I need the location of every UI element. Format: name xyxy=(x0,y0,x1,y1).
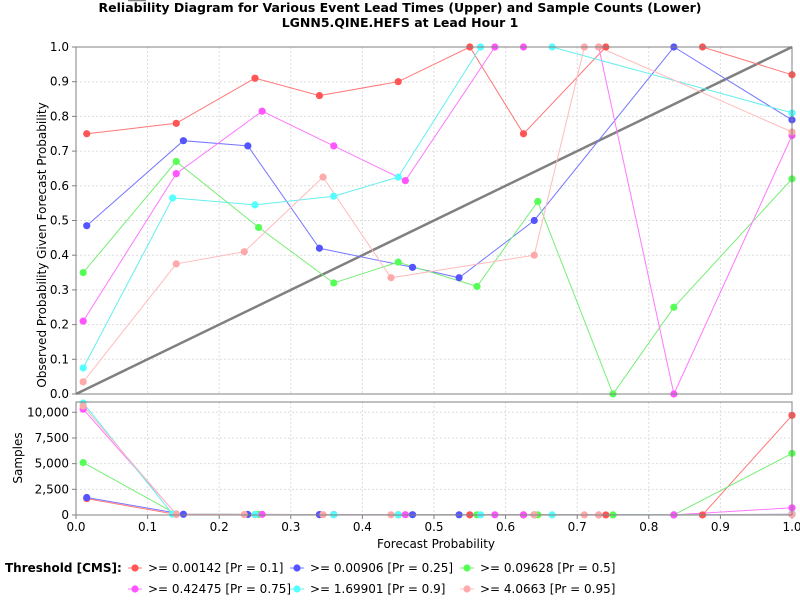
series-3-point xyxy=(254,223,263,232)
legend-item-label: Perfect xyxy=(148,0,190,3)
series-3-point xyxy=(534,197,542,206)
series-6-point xyxy=(387,274,395,282)
series-line-3 xyxy=(82,160,793,396)
chart-title: Reliability Diagram for Various Event Le… xyxy=(99,0,702,15)
x-tick-label: 1.0 xyxy=(782,520,800,534)
legend-marker xyxy=(293,564,301,572)
legend-marker xyxy=(131,585,139,593)
x-tick-label: 0.8 xyxy=(639,520,658,534)
x-axis-label: Forecast Probability xyxy=(377,537,495,551)
legend-item-label: >= 0.00906 [Pr = 0.25] xyxy=(310,561,453,575)
y-axis-label-lower: Samples xyxy=(11,432,25,483)
series-2-point xyxy=(244,142,252,150)
legend-marker xyxy=(293,585,301,593)
samples-2-point xyxy=(83,493,91,502)
series-6-point xyxy=(172,260,180,268)
series-1-point xyxy=(394,78,402,86)
series-2-point xyxy=(83,222,91,230)
legend-title: Threshold [CMS]: xyxy=(5,561,122,575)
series-3-point xyxy=(330,279,338,287)
series-6-point xyxy=(79,378,87,386)
series-4-point xyxy=(401,176,409,185)
series-3-point xyxy=(172,157,180,166)
series-4-point xyxy=(330,142,338,150)
series-6-point xyxy=(530,251,538,259)
y-axis-label-upper: Observed Probability Given Forecast Prob… xyxy=(35,102,49,387)
legend-item-label: >= 1.69901 [Pr = 0.9] xyxy=(310,582,445,596)
series-1-point xyxy=(251,74,259,82)
x-tick-label: 0.1 xyxy=(138,520,157,534)
upper-plot-border xyxy=(75,46,793,395)
series-1-point xyxy=(315,91,324,100)
legend-item-label: >= 4.0663 [Pr = 0.95] xyxy=(480,582,615,596)
x-tick-label: 0.3 xyxy=(281,520,300,534)
x-tick-label: 0.5 xyxy=(424,520,443,534)
series-3-point xyxy=(79,268,87,277)
upper-y-tick-label: 0.2 xyxy=(50,318,69,332)
series-2-point xyxy=(455,274,463,282)
series-4-point xyxy=(79,317,87,325)
upper-y-tick-label: 0.7 xyxy=(50,144,69,158)
x-tick-label: 0.0 xyxy=(66,520,85,534)
legend-marker xyxy=(131,564,139,572)
perfect-reliability-line xyxy=(75,45,793,396)
legend-item-label: >= 0.09628 [Pr = 0.5] xyxy=(480,561,615,575)
series-5-point xyxy=(394,173,402,181)
upper-y-tick-label: 0.5 xyxy=(50,214,69,228)
series-5-point xyxy=(251,201,259,209)
lower-y-tick-label: 7,500 xyxy=(35,431,69,445)
legend-marker xyxy=(463,564,471,572)
samples-3-point xyxy=(79,459,87,467)
upper-y-tick-label: 1.0 xyxy=(50,40,69,54)
series-5-point xyxy=(330,192,338,200)
legend-item-label: >= 0.42475 [Pr = 0.75] xyxy=(148,582,291,596)
series-3-point xyxy=(670,303,678,311)
series-2-point xyxy=(179,137,187,145)
series-4-point xyxy=(258,107,266,115)
samples-6-point xyxy=(172,510,180,518)
legend-item-label: >= 0.00142 [Pr = 0.1] xyxy=(148,561,283,575)
series-line-4 xyxy=(82,46,793,396)
lower-y-tick-label: 2,500 xyxy=(35,482,69,496)
series-6-point xyxy=(240,248,248,256)
x-tick-label: 0.9 xyxy=(711,520,730,534)
lower-y-tick-label: 5,000 xyxy=(35,457,69,471)
series-1-point xyxy=(83,130,91,138)
series-6-point xyxy=(319,173,327,181)
upper-reliability-plot: 0.0 0.1 0.2 0.3 0.4 0.5 0.6 0.7 0.8 0.9 1.0 xyxy=(50,40,796,401)
series-1-point xyxy=(519,130,528,138)
series-3-point xyxy=(473,282,481,291)
upper-y-tick-label: 0.6 xyxy=(50,179,69,193)
series-2-point xyxy=(408,263,417,271)
lower-y-tick-label: 0 xyxy=(61,508,69,522)
lower-y-tick-label: 10,000 xyxy=(27,405,69,419)
samples-6-point xyxy=(79,402,87,410)
upper-y-tick-label: 0.1 xyxy=(50,352,69,366)
x-tick-label: 0.4 xyxy=(353,520,372,534)
x-tick-label: 0.7 xyxy=(568,520,587,534)
upper-y-tick-label: 0.3 xyxy=(50,283,69,297)
legend: Threshold [CMS]: >= 0.00142 [Pr = 0.1] >=… xyxy=(5,0,615,596)
x-tick-label: 0.6 xyxy=(496,520,515,534)
upper-y-tick-label: 0.9 xyxy=(50,75,69,89)
legend-marker xyxy=(463,585,471,593)
series-2-point xyxy=(315,244,324,252)
series-2-point xyxy=(530,216,538,225)
series-5-point xyxy=(169,194,177,202)
series-5-point xyxy=(79,364,87,372)
x-tick-label: 0.2 xyxy=(210,520,229,534)
samples-5-point xyxy=(251,510,259,519)
lower-plot-border xyxy=(75,401,793,516)
series-3-point xyxy=(394,258,402,266)
series-4-point xyxy=(172,170,180,178)
upper-y-tick-label: 0.0 xyxy=(50,387,69,401)
upper-y-tick-label: 0.4 xyxy=(50,248,69,262)
chart-subtitle: LGNN5.QINE.HEFS at Lead Hour 1 xyxy=(282,15,519,30)
lower-samples-plot: 0.0 0.1 0.2 0.3 0.4 0.5 0.6 0.7 0.8 0.9 1.0 0 2,500 5… xyxy=(27,399,800,534)
upper-y-tick-label: 0.8 xyxy=(50,109,69,123)
series-1-point xyxy=(172,119,180,127)
samples-2-point xyxy=(179,510,187,518)
samples-4-point xyxy=(258,510,266,518)
